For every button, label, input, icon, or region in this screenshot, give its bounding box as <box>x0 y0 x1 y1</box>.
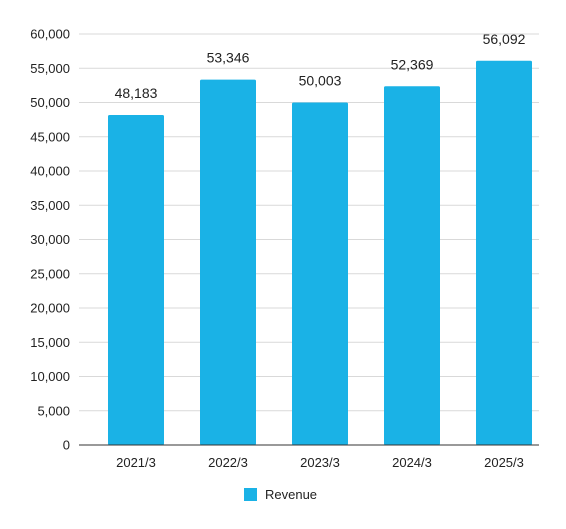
x-tick-label: 2021/3 <box>116 455 156 470</box>
x-tick-label: 2025/3 <box>484 455 524 470</box>
y-axis-ticks: 0 5,000 10,000 15,000 20,000 25,000 30,000 35,0… <box>30 27 70 453</box>
x-tick-label: 2022/3 <box>208 455 248 470</box>
y-tick-label: 10,000 <box>30 369 70 384</box>
data-label: 50,003 <box>299 72 342 88</box>
bar-2022-3 <box>200 79 256 446</box>
y-tick-label: 15,000 <box>30 335 70 350</box>
y-tick-label: 30,000 <box>30 232 70 247</box>
y-tick-label: 20,000 <box>30 301 70 316</box>
y-tick-label: 55,000 <box>30 61 70 76</box>
bar-2021-3 <box>108 114 164 446</box>
data-label: 53,346 <box>207 50 250 66</box>
data-labels: 48,183 53,346 50,003 52,369 56,092 <box>115 31 526 101</box>
y-tick-label: 0 <box>63 438 70 453</box>
bars <box>108 60 532 446</box>
bar-2024-3 <box>384 86 440 446</box>
y-tick-label: 45,000 <box>30 129 70 144</box>
legend-swatch <box>244 488 257 501</box>
legend-label-revenue: Revenue <box>265 487 317 502</box>
y-tick-label: 35,000 <box>30 198 70 213</box>
data-label: 52,369 <box>391 56 434 72</box>
x-axis-ticks: 2021/3 2022/3 2023/3 2024/3 2025/3 <box>116 455 524 470</box>
y-tick-label: 25,000 <box>30 266 70 281</box>
bar-2023-3 <box>292 102 348 446</box>
y-tick-label: 60,000 <box>30 27 70 42</box>
y-tick-label: 50,000 <box>30 95 70 110</box>
y-tick-label: 5,000 <box>37 403 70 418</box>
y-tick-label: 40,000 <box>30 164 70 179</box>
bar-2025-3 <box>476 60 532 445</box>
x-tick-label: 2024/3 <box>392 455 432 470</box>
x-tick-label: 2023/3 <box>300 455 340 470</box>
data-label: 56,092 <box>483 31 526 47</box>
legend: Revenue <box>244 487 317 502</box>
data-label: 48,183 <box>115 85 158 101</box>
